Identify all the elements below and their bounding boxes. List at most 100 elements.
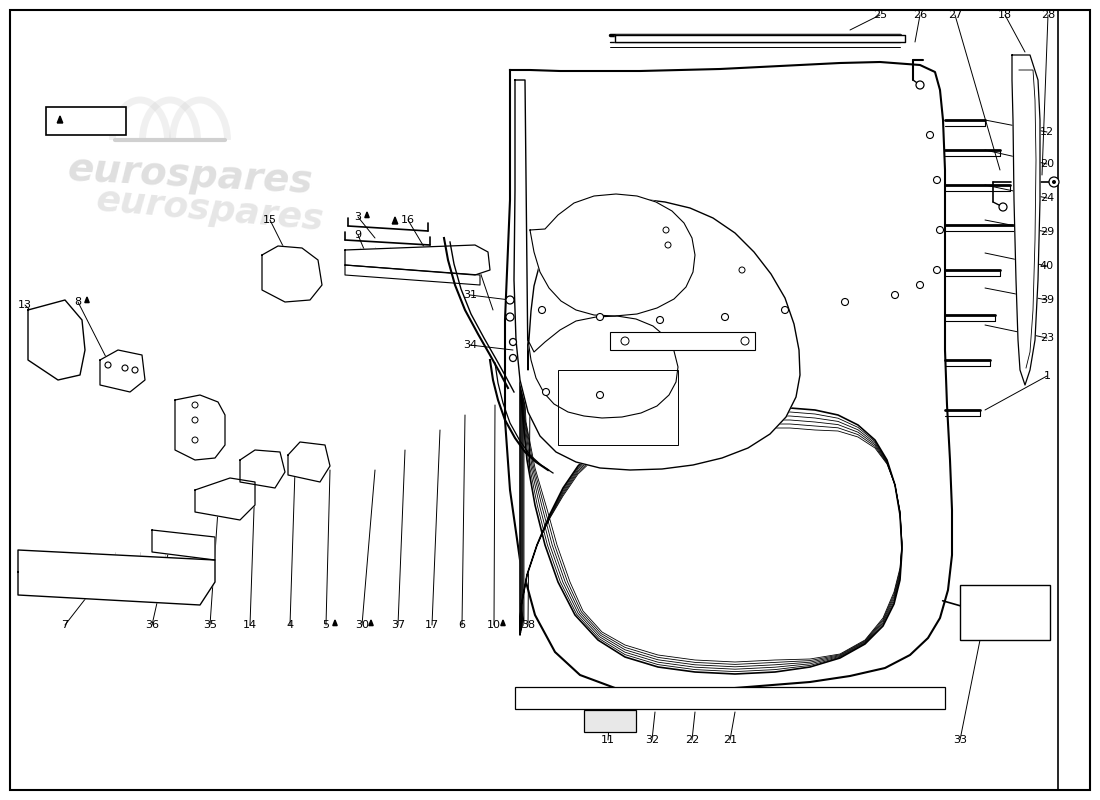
Text: 35: 35 <box>204 620 217 630</box>
Bar <box>960 585 1050 640</box>
Circle shape <box>739 267 745 273</box>
Polygon shape <box>85 297 89 302</box>
Text: 10: 10 <box>487 620 500 630</box>
Circle shape <box>657 317 663 323</box>
Text: 8: 8 <box>75 297 81 307</box>
Text: eurospares: eurospares <box>563 287 757 333</box>
Text: 26: 26 <box>913 10 927 20</box>
Polygon shape <box>262 246 322 302</box>
Text: 33: 33 <box>953 735 967 745</box>
Polygon shape <box>514 80 800 470</box>
Text: 34: 34 <box>463 340 477 350</box>
Text: 25: 25 <box>873 10 887 20</box>
Text: 1: 1 <box>1044 371 1050 381</box>
Text: eurospares: eurospares <box>95 183 326 237</box>
Polygon shape <box>528 316 678 418</box>
Circle shape <box>506 296 514 304</box>
Text: 16: 16 <box>402 215 415 225</box>
Text: 9: 9 <box>354 230 362 240</box>
Circle shape <box>621 337 629 345</box>
Bar <box>515 687 945 709</box>
Polygon shape <box>195 478 255 520</box>
Circle shape <box>104 362 111 368</box>
Polygon shape <box>505 62 952 692</box>
Bar <box>610 332 755 350</box>
Polygon shape <box>345 265 480 285</box>
Text: 11: 11 <box>601 735 615 745</box>
Polygon shape <box>520 360 902 674</box>
Polygon shape <box>393 217 398 224</box>
Text: 13: 13 <box>18 300 32 310</box>
Text: 14: 14 <box>243 620 257 630</box>
Circle shape <box>926 131 934 138</box>
Text: 27: 27 <box>948 10 962 20</box>
Text: 23: 23 <box>1040 333 1054 343</box>
Circle shape <box>936 226 944 234</box>
Text: eurospares: eurospares <box>632 512 827 558</box>
Polygon shape <box>333 620 338 626</box>
Text: 17: 17 <box>425 620 439 630</box>
Circle shape <box>842 298 848 306</box>
Circle shape <box>122 365 128 371</box>
Text: 24: 24 <box>1040 193 1054 203</box>
Text: 5: 5 <box>322 620 330 630</box>
Polygon shape <box>1012 55 1040 385</box>
Circle shape <box>722 314 728 321</box>
Text: 19: 19 <box>469 255 483 265</box>
Circle shape <box>916 282 924 289</box>
Circle shape <box>132 367 138 373</box>
Polygon shape <box>365 212 370 218</box>
Text: eurospares: eurospares <box>66 150 314 201</box>
Text: 12: 12 <box>1040 127 1054 137</box>
Text: 7: 7 <box>62 620 68 630</box>
Text: = 2: = 2 <box>80 114 102 127</box>
Polygon shape <box>530 194 695 316</box>
Polygon shape <box>175 395 226 460</box>
Circle shape <box>1052 180 1056 184</box>
Circle shape <box>509 338 517 346</box>
Polygon shape <box>18 550 214 605</box>
Circle shape <box>741 337 749 345</box>
Circle shape <box>916 81 924 89</box>
Polygon shape <box>615 35 905 42</box>
Text: 32: 32 <box>645 735 659 745</box>
Circle shape <box>666 242 671 248</box>
Text: 29: 29 <box>1040 227 1054 237</box>
Polygon shape <box>28 300 85 380</box>
Text: 22: 22 <box>685 735 700 745</box>
Circle shape <box>891 291 899 298</box>
Polygon shape <box>368 620 373 626</box>
Circle shape <box>509 354 517 362</box>
Circle shape <box>934 266 940 274</box>
Text: 28: 28 <box>1041 10 1055 20</box>
Circle shape <box>596 391 604 398</box>
Circle shape <box>192 417 198 423</box>
Text: 40: 40 <box>1040 261 1054 271</box>
Circle shape <box>663 227 669 233</box>
Polygon shape <box>500 620 505 626</box>
Polygon shape <box>240 450 285 488</box>
Circle shape <box>1049 177 1059 187</box>
Circle shape <box>506 313 514 321</box>
Circle shape <box>934 177 940 183</box>
Circle shape <box>192 437 198 443</box>
Text: 39: 39 <box>1040 295 1054 305</box>
Bar <box>46 107 127 135</box>
Polygon shape <box>57 116 63 123</box>
Text: 3: 3 <box>354 212 362 222</box>
Text: 18: 18 <box>998 10 1012 20</box>
Circle shape <box>192 402 198 408</box>
Circle shape <box>542 389 550 395</box>
Bar <box>584 710 636 732</box>
Bar <box>558 370 678 445</box>
Text: 37: 37 <box>390 620 405 630</box>
Text: 15: 15 <box>263 215 277 225</box>
Polygon shape <box>152 530 214 560</box>
Circle shape <box>781 306 789 314</box>
Text: 30: 30 <box>355 620 368 630</box>
Circle shape <box>596 314 604 321</box>
Text: 21: 21 <box>723 735 737 745</box>
Text: 4: 4 <box>286 620 294 630</box>
Circle shape <box>999 203 1007 211</box>
Text: 31: 31 <box>463 290 477 300</box>
